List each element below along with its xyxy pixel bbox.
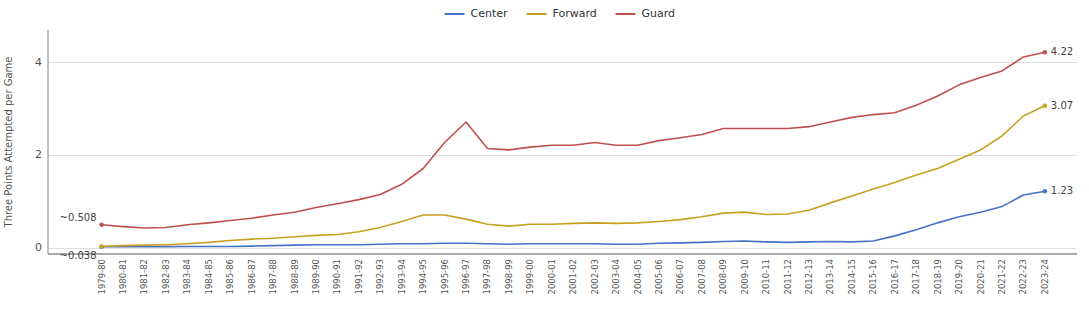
x-tick-label: 2016-17 [890,259,900,295]
x-tick-label: 2017-18 [911,259,921,295]
x-tick-label: 2003-04 [611,259,621,295]
x-tick-label: 1995-96 [440,259,450,295]
x-tick-label: 2015-16 [868,259,878,295]
end-point [99,244,103,248]
x-tick-label: 1993-94 [397,259,407,295]
x-tick-label: 2018-19 [933,259,943,295]
end-point [99,223,103,227]
x-tick-label: 1984-85 [204,259,214,295]
end-point [99,244,103,248]
x-tick-label: 2022-23 [1018,259,1028,295]
y-axis-label: Three Points Attempted per Game [3,57,14,229]
x-tick-label: 2006-07 [675,259,685,295]
annotation: 1.23 [1051,185,1073,196]
x-tick-label: 2001-02 [568,259,578,295]
end-point [1043,50,1047,54]
x-tick-label: 2004-05 [633,259,643,295]
x-tick-label: 1981-82 [139,259,149,295]
legend-label: Guard [642,7,676,20]
end-point [1043,104,1047,108]
x-axis-line [48,254,1077,255]
x-tick-label: 2013-14 [825,259,835,295]
annotation: 4.22 [1051,46,1073,57]
x-tick-label: 1982-83 [161,259,171,295]
x-tick-label: 1987-88 [268,259,278,295]
x-tick-label: 2000-01 [547,259,557,295]
legend-swatch [616,13,636,15]
y-tick-label: 0 [35,241,42,254]
x-tick-label: 2007-08 [697,259,707,295]
x-tick-label: 1990-91 [332,259,342,295]
x-tick-label: 2002-03 [590,259,600,295]
x-tick-label: 2023-24 [1040,259,1050,295]
x-tick-label: 1989-90 [311,259,321,295]
x-tick-label: 1992-93 [375,259,385,295]
y-tick-label: 2 [35,148,42,161]
x-tick-label: 1999-00 [525,259,535,295]
annotation: 3.07 [1051,100,1073,111]
legend-label: Center [471,7,509,20]
x-tick-label: 2012-13 [804,259,814,295]
series-line [102,52,1045,228]
legend: Center Forward Guard [445,7,676,20]
series-line [102,106,1045,247]
x-tick-label: 2008-09 [718,259,728,295]
x-tick-label: 1983-84 [182,259,192,295]
y-axis-line [48,30,49,254]
x-tick-label: 1997-98 [482,259,492,295]
x-tick-label: 2014-15 [847,259,857,295]
x-tick-label: 2019-20 [954,259,964,295]
x-tick-label: 1996-97 [461,259,471,295]
x-tick-label: 1980-81 [118,259,128,295]
end-point [1043,189,1047,193]
x-tick-label: 2021-22 [997,259,1007,295]
legend-label: Forward [553,7,597,20]
legend-swatch [445,13,465,15]
x-tick-label: 1994-95 [418,259,428,295]
annotation: ~0.038 [60,250,97,261]
x-tick-label: 2020-21 [976,259,986,295]
x-tick-label: 1985-86 [225,259,235,295]
plot-area [99,50,1047,249]
x-tick-label: 1986-87 [247,259,257,295]
x-tick-label: 2005-06 [654,259,664,295]
x-tick-label: 1979-80 [97,259,107,295]
x-tick-label: 2011-12 [783,259,793,295]
x-tick-label: 1998-99 [504,259,514,295]
grid-line [48,248,1077,249]
x-tick-label: 2010-11 [761,259,771,295]
grid-line [48,155,1077,156]
annotation: ~0.508 [60,212,97,223]
x-tick-label: 1988-89 [290,259,300,295]
legend-swatch [527,13,547,15]
chart: 0 2 4 Three Points Attempted per Game 1979-8… [0,0,1089,310]
grid-line [48,62,1077,63]
x-tick-label: 2009-10 [740,259,750,295]
x-tick-label: 1991-92 [354,259,364,295]
y-tick-label: 4 [35,56,42,69]
